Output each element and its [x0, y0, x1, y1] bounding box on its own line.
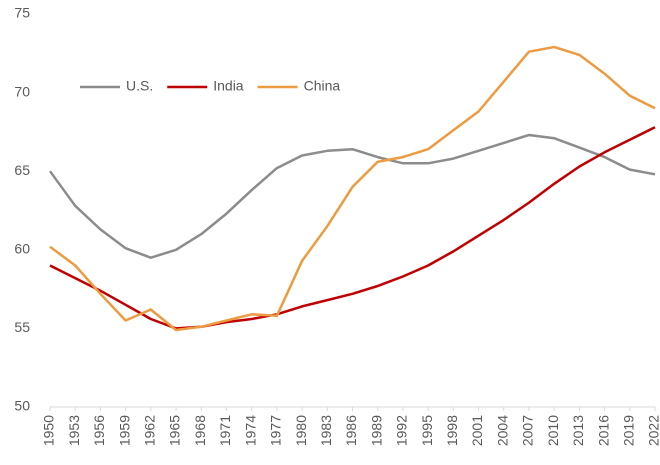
x-tick-label: 1980	[293, 415, 309, 446]
x-tick-label: 1956	[91, 415, 107, 446]
x-tick-label: 1983	[318, 415, 334, 446]
x-tick-label: 2013	[570, 415, 586, 446]
y-tick-label: 75	[14, 5, 30, 21]
series-line	[49, 126, 656, 330]
x-tick-label: 2019	[620, 415, 636, 446]
y-tick-label: 70	[14, 83, 30, 99]
x-tick-label: 2007	[520, 415, 536, 446]
x-tick-label: 1989	[368, 415, 384, 446]
x-tick-label: 2022	[646, 415, 660, 446]
x-tick-label: 1986	[343, 415, 359, 446]
x-tick-label: 2004	[494, 415, 510, 446]
x-tick-label: 1962	[142, 415, 158, 446]
series-line	[48, 133, 656, 259]
x-tick-label: 1953	[66, 415, 82, 446]
legend-label: India	[213, 78, 244, 94]
y-tick-label: 65	[14, 162, 30, 178]
y-tick-label: 50	[14, 398, 30, 414]
x-tick-label: 2010	[545, 415, 561, 446]
x-tick-label: 1968	[192, 415, 208, 446]
x-tick-label: 2001	[469, 415, 485, 446]
x-tick-label: 1992	[394, 415, 410, 446]
legend-label: China	[304, 78, 341, 94]
x-tick-label: 1965	[167, 415, 183, 446]
series-line	[49, 45, 656, 332]
legend-label: U.S.	[126, 78, 153, 94]
x-tick-label: 1950	[41, 415, 57, 446]
x-tick-label: 1977	[268, 415, 284, 446]
x-tick-label: 1959	[116, 415, 132, 446]
y-tick-label: 55	[14, 319, 30, 335]
x-tick-label: 2016	[595, 415, 611, 446]
x-tick-label: 1971	[217, 415, 233, 446]
x-tick-label: 1974	[242, 415, 258, 446]
x-tick-label: 1995	[419, 415, 435, 446]
x-tick-label: 1998	[444, 415, 460, 446]
y-tick-label: 60	[14, 241, 30, 257]
